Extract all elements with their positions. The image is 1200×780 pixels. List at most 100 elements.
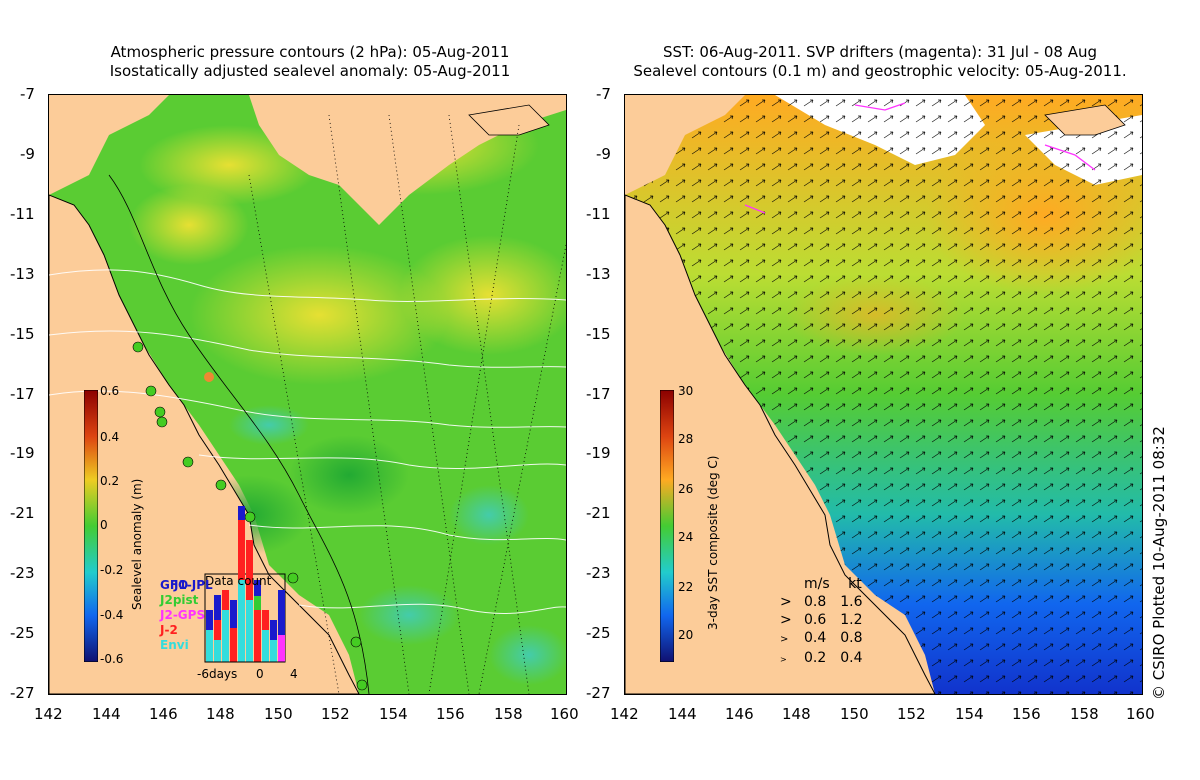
left-y-tick: -13 — [10, 265, 35, 283]
legend-j2-gps: J2-GPS — [160, 608, 206, 622]
left-x-tick: 160 — [550, 705, 579, 723]
data-count-legend: GFO J1-JPL J2pist J2-GPS J-2 Envi — [160, 578, 213, 653]
sealevel-colorbar-label: Sealevel anomaly (m) — [130, 478, 144, 610]
cbL-tick-0: 0.6 — [100, 384, 120, 398]
right-x-tick: 142 — [610, 705, 639, 723]
data-count-title: Data count — [205, 574, 272, 588]
cbR-tick-3: 24 — [678, 530, 694, 544]
sst-map-graphic — [625, 95, 1142, 694]
left-y-tick: -11 — [10, 205, 35, 223]
data-count-bars — [204, 506, 286, 663]
speed-row-kt: 0.8 — [840, 630, 863, 646]
left-x-tick: 146 — [149, 705, 178, 723]
left-title: Atmospheric pressure contours (2 hPa): 0… — [50, 43, 570, 81]
speed-row-kt: 1.2 — [840, 612, 863, 628]
right-x-tick: 144 — [668, 705, 697, 723]
right-y-tick: -23 — [586, 564, 611, 582]
left-y-tick: -9 — [20, 145, 35, 163]
speed-row: >0.2 0.4 — [780, 649, 863, 669]
sealevel-map-graphic — [49, 95, 566, 694]
sealevel-map — [48, 94, 567, 695]
sst-colorbar — [660, 390, 674, 662]
left-y-tick: -7 — [20, 85, 35, 103]
right-y-tick: -7 — [596, 85, 611, 103]
data-count-inset: Data count GFO J1-JPL J2pist J2-GPS J-2 … — [160, 500, 305, 685]
right-x-tick: 154 — [955, 705, 984, 723]
speed-row-kt: 1.6 — [840, 594, 863, 610]
arrow-08-icon: > — [780, 594, 792, 610]
credit-text: © CSIRO Plotted 10-Aug-2011 08:32 — [1150, 426, 1168, 700]
left-y-tick: -23 — [10, 564, 35, 582]
cbL-tick-6: -0.6 — [100, 652, 124, 666]
left-title-line2: Isostatically adjusted sealevel anomaly:… — [109, 62, 511, 80]
right-x-tick: 146 — [725, 705, 754, 723]
right-y-tick: -25 — [586, 624, 611, 642]
arrow-06-icon: > — [780, 612, 792, 628]
speed-row-ms: 0.4 — [804, 630, 827, 646]
right-title: SST: 06-Aug-2011. SVP drifters (magenta)… — [610, 43, 1150, 81]
speed-row: >0.6 1.2 — [780, 611, 863, 629]
legend-j-2: J-2 — [160, 623, 178, 637]
cbR-tick-0: 30 — [678, 384, 694, 398]
right-y-tick: -27 — [586, 684, 611, 702]
cbR-tick-1: 28 — [678, 432, 694, 446]
right-x-tick: 150 — [840, 705, 869, 723]
cbL-tick-1: 0.4 — [100, 430, 120, 444]
cbL-tick-3: 0 — [100, 518, 108, 532]
right-y-tick: -9 — [596, 145, 611, 163]
left-x-tick: 156 — [436, 705, 465, 723]
cbL-tick-4: -0.2 — [100, 563, 124, 577]
right-x-tick: 152 — [897, 705, 926, 723]
cbR-tick-5: 20 — [678, 628, 694, 642]
cbR-tick-2: 26 — [678, 482, 694, 496]
right-y-tick: -21 — [586, 504, 611, 522]
cbL-tick-2: 0.2 — [100, 474, 120, 488]
left-y-tick: -15 — [10, 325, 35, 343]
speed-row-ms: 0.6 — [804, 612, 827, 628]
right-y-tick: -11 — [586, 205, 611, 223]
speed-row-ms: 0.2 — [804, 650, 827, 666]
left-y-tick: -17 — [10, 385, 35, 403]
inset-xlabel-mid: 0 — [256, 667, 264, 681]
speed-row-ms: 0.8 — [804, 594, 827, 610]
speed-row: >0.4 0.8 — [780, 629, 863, 649]
left-y-tick: -27 — [10, 684, 35, 702]
right-y-tick: -15 — [586, 325, 611, 343]
left-x-tick: 142 — [34, 705, 63, 723]
right-x-tick: 156 — [1012, 705, 1041, 723]
cbL-tick-5: -0.4 — [100, 608, 124, 622]
speed-row: >0.8 1.6 — [780, 593, 863, 611]
inset-xlabel-right: 4 — [290, 667, 298, 681]
right-title-line1: SST: 06-Aug-2011. SVP drifters (magenta)… — [663, 43, 1097, 61]
legend-envi: Envi — [160, 638, 189, 652]
left-x-tick: 150 — [264, 705, 293, 723]
inset-xlabel-left: -6days — [197, 667, 238, 681]
speed-row-kt: 0.4 — [840, 650, 863, 666]
arrow-02-icon: > — [780, 655, 787, 664]
cbR-tick-4: 22 — [678, 580, 694, 594]
left-y-tick: -25 — [10, 624, 35, 642]
speed-legend-kt: kt — [848, 576, 862, 592]
right-y-tick: -17 — [586, 385, 611, 403]
left-x-tick: 158 — [494, 705, 523, 723]
left-x-tick: 148 — [206, 705, 235, 723]
left-x-tick: 154 — [379, 705, 408, 723]
left-x-tick: 144 — [92, 705, 121, 723]
speed-legend-header: m/s kt — [804, 575, 863, 593]
speed-legend: m/s kt >0.8 1.6 >0.6 1.2 >0.4 0.8 >0.2 0.4 — [780, 575, 863, 669]
speed-legend-ms: m/s — [804, 576, 830, 592]
right-x-tick: 160 — [1126, 705, 1155, 723]
right-y-tick: -19 — [586, 444, 611, 462]
legend-gfo: GFO — [160, 578, 189, 592]
legend-j1-jpl: J1-JPL — [174, 578, 213, 592]
legend-j2pist: J2pist — [160, 593, 199, 607]
arrow-04-icon: > — [780, 634, 789, 645]
left-y-tick: -21 — [10, 504, 35, 522]
sst-map — [624, 94, 1143, 695]
left-y-tick: -19 — [10, 444, 35, 462]
right-y-tick: -13 — [586, 265, 611, 283]
right-x-tick: 148 — [782, 705, 811, 723]
right-title-line2: Sealevel contours (0.1 m) and geostrophi… — [633, 62, 1127, 80]
right-x-tick: 158 — [1070, 705, 1099, 723]
sst-colorbar-label: 3-day SST composite (deg C) — [706, 455, 720, 630]
